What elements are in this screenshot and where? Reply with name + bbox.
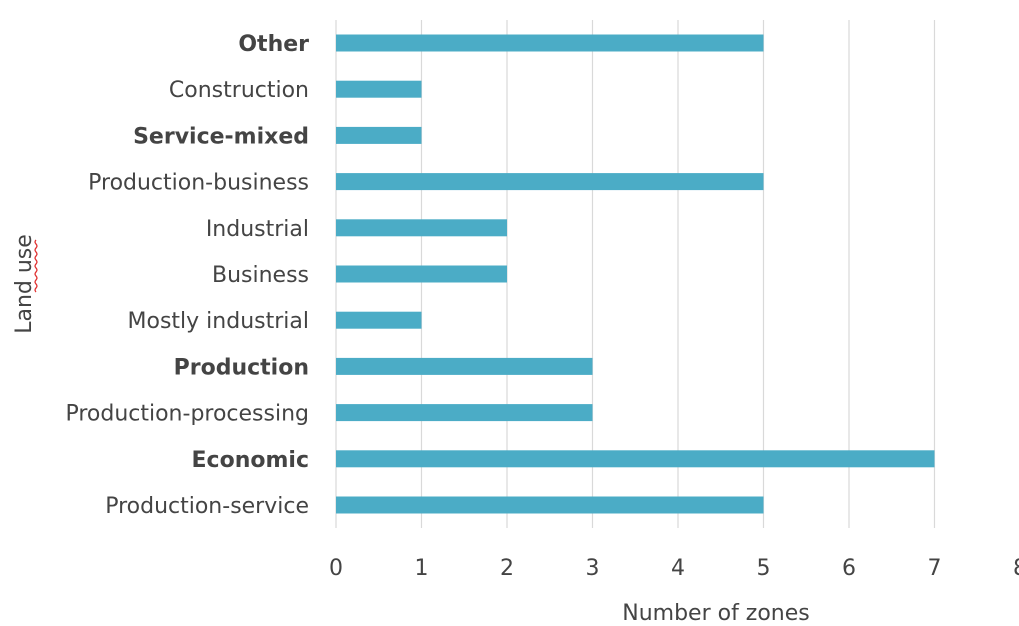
x-tick-label: 1 [415,556,429,581]
bar [336,496,764,514]
x-tick-label: 4 [671,556,685,581]
bar [336,126,422,144]
x-tick-labels: 0 1 2 3 4 5 6 7 8 [329,556,1019,581]
x-tick-label: 6 [842,556,856,581]
spellcheck-underline [34,239,38,293]
x-tick-label: 5 [757,556,771,581]
bars [336,34,935,514]
bar [336,311,422,329]
bar [336,404,593,422]
bar [336,173,764,191]
x-tick-label: 7 [928,556,942,581]
category-label: Production-processing [65,402,309,427]
category-label: Mostly industrial [128,309,309,334]
category-label: Other [238,32,309,57]
category-label: Construction [169,78,309,103]
y-axis-title: Land use [12,234,37,334]
bar [336,34,764,52]
bar [336,219,507,237]
bar [336,450,935,468]
x-tick-label: 2 [500,556,514,581]
category-label: Production [174,355,309,380]
x-tick-label: 3 [586,556,600,581]
category-label: Service-mixed [133,124,309,149]
bar [336,265,507,283]
x-tick-label: 0 [329,556,343,581]
category-label: Industrial [206,217,309,242]
category-label: Production-business [88,171,309,196]
category-label: Business [212,263,309,288]
x-axis-title: Number of zones [622,601,810,626]
category-labels: Other Construction Service-mixed Production… [65,32,309,519]
category-label: Economic [192,448,309,473]
bar [336,357,593,375]
category-label: Production-service [105,494,309,519]
bar [336,80,422,98]
x-tick-label: 8 [1013,556,1019,581]
